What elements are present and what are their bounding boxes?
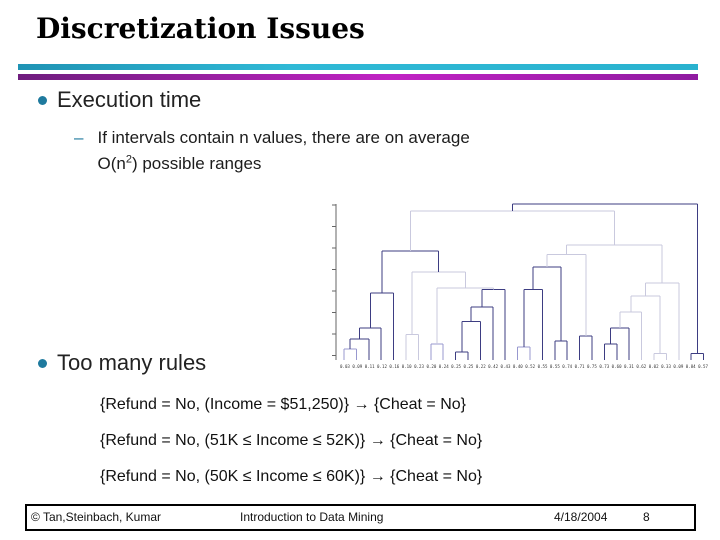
dendrogram-chart: 0.03 0.09 0.11 0.12 0.16 0.10 0.23 0.20 …	[332, 203, 708, 370]
dendrogram-leaf-labels: 0.03 0.09 0.11 0.12 0.16 0.10 0.23 0.20 …	[340, 364, 708, 370]
divider-bar-teal	[18, 64, 698, 70]
bullet-label: Too many rules	[57, 350, 207, 375]
sub-bullet-dash: –	[74, 128, 84, 147]
bullet-label: Execution time	[57, 87, 202, 112]
sub-bullet-line2-suffix: ) possible ranges	[131, 154, 262, 173]
rule-example-1: {Refund = No, (Income = $51,250)} → {Che…	[100, 396, 467, 413]
sub-bullet-line1: If intervals contain n values, there are…	[97, 128, 470, 147]
footer-copyright: © Tan,Steinbach, Kumar	[31, 510, 162, 524]
sub-bullet-superscript: 2	[125, 153, 132, 166]
sub-bullet-intervals: – If intervals contain n values, there a…	[74, 125, 470, 177]
footer-deck-title: Introduction to Data Mining	[240, 510, 384, 524]
bullet-too-many-rules: Too many rules	[38, 350, 206, 376]
footer-page-number: 8	[643, 510, 650, 524]
slide-title: Discretization Issues	[36, 12, 365, 45]
footer-date: 4/18/2004	[554, 510, 608, 524]
bullet-execution-time: Execution time	[38, 87, 201, 113]
footer-bar: © Tan,Steinbach, Kumar Introduction to D…	[25, 504, 696, 531]
rule-example-2: {Refund = No, (51K ≤ Income ≤ 52K)} → {C…	[100, 432, 483, 449]
bullet-dot-icon	[38, 358, 47, 368]
divider-bar-magenta	[18, 74, 698, 80]
sub-bullet-line2-prefix: O(n	[97, 154, 126, 173]
rule-example-3: {Refund = No, (50K ≤ Income ≤ 60K)} → {C…	[100, 468, 483, 485]
bullet-dot-icon	[38, 95, 47, 105]
sub-bullet-text: If intervals contain n values, there are…	[97, 125, 469, 177]
